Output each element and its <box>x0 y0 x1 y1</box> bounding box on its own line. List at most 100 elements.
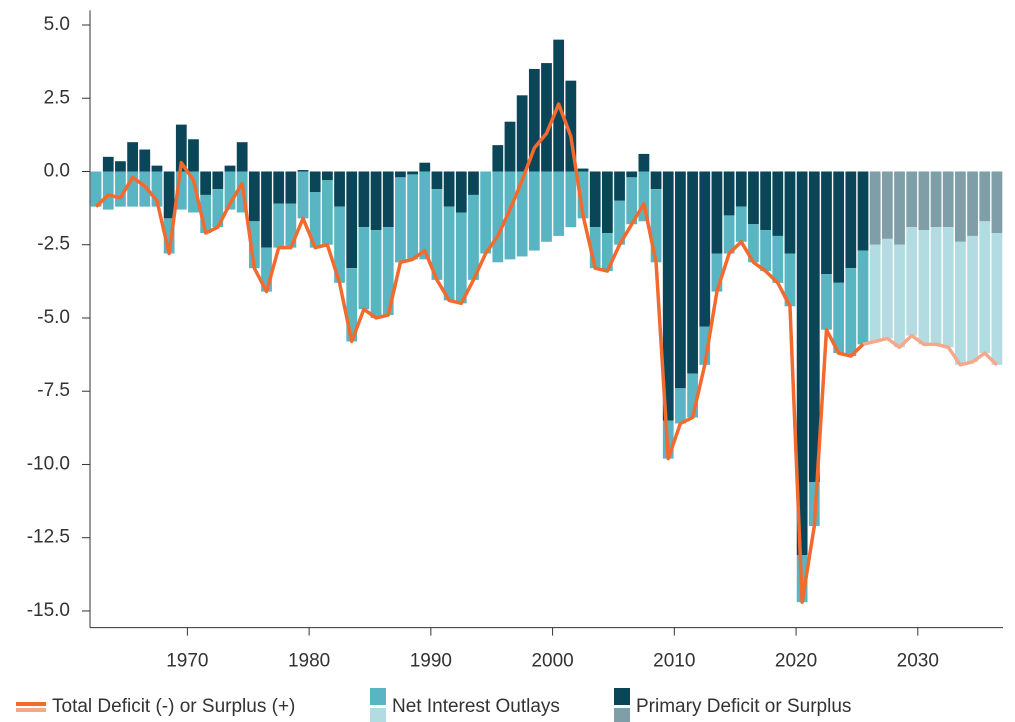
bar-segment <box>541 63 552 172</box>
bar-segment <box>261 247 272 292</box>
bar-segment <box>188 171 199 213</box>
bar-segment <box>212 171 224 190</box>
x-tick-label: 2020 <box>775 651 817 672</box>
bar-segment <box>395 171 406 178</box>
bar-segment <box>687 171 698 374</box>
bar-segment <box>881 238 893 339</box>
bar-segment <box>504 171 516 260</box>
bar-segment <box>735 206 747 242</box>
bar-segment <box>833 282 845 354</box>
bar-segment <box>443 206 455 301</box>
total-line <box>874 333 999 367</box>
bar-segment <box>309 191 321 248</box>
bar-segment <box>662 171 674 421</box>
bar-segment <box>553 171 565 236</box>
legend-label: Total Deficit (-) or Surplus (+) <box>52 696 295 717</box>
x-tick-label: 2000 <box>531 651 573 672</box>
bar-segment <box>151 165 163 172</box>
bar-segment <box>139 171 151 207</box>
bar-segment <box>808 171 820 483</box>
bar-segment <box>261 171 272 248</box>
bar-segment <box>188 139 199 172</box>
y-tick-label: -15.0 <box>27 600 70 621</box>
bar-segment <box>115 171 126 207</box>
bar-segment <box>309 171 321 192</box>
y-tick-label: 0.0 <box>44 161 70 182</box>
bar-segment <box>845 268 857 357</box>
bar-segment <box>942 171 954 228</box>
bar-segment <box>601 233 613 272</box>
bar-segment <box>516 95 528 172</box>
bar-segment <box>468 194 479 280</box>
bar-segment <box>248 171 260 222</box>
bar-segment <box>90 171 102 207</box>
bar-segment <box>735 171 747 207</box>
legend-label: Net Interest Outlays <box>392 696 560 717</box>
bar-segment <box>431 171 443 190</box>
bar-segment <box>784 253 796 307</box>
bar-segment <box>346 171 358 269</box>
legend-swatch <box>614 688 630 705</box>
bar-segment <box>796 171 808 556</box>
bar-segment <box>358 227 370 310</box>
y-tick-label: -7.5 <box>37 380 70 401</box>
bar-segment <box>906 171 918 228</box>
bar-segment <box>382 227 394 316</box>
bar-segment <box>723 171 735 216</box>
x-tick-label: 2010 <box>653 651 695 672</box>
bar-segment <box>455 171 467 213</box>
bar-segment <box>321 180 333 245</box>
legend-label: Primary Deficit or Surplus <box>636 696 851 717</box>
bar-segment <box>407 171 418 175</box>
bar-segment <box>224 165 236 172</box>
total-line <box>94 102 865 604</box>
bar-segment <box>833 171 845 283</box>
bar-segment <box>577 171 589 219</box>
bar-segment <box>139 149 151 172</box>
bar-segment <box>979 171 991 222</box>
bar-segment <box>699 171 711 327</box>
bar-segment <box>163 171 175 219</box>
y-tick-label: -12.5 <box>27 527 70 548</box>
bar-segment <box>930 227 942 345</box>
bar-segment <box>991 171 1003 234</box>
bar-segment <box>151 171 163 207</box>
bar-segment <box>455 212 467 304</box>
bar-segment <box>528 171 540 251</box>
bar-segment <box>273 171 285 204</box>
bar-segment <box>711 253 723 292</box>
bar-segment <box>821 171 832 275</box>
bar-segment <box>955 171 966 242</box>
bar-segment <box>626 177 638 225</box>
bar-segment <box>869 244 881 342</box>
bar-segment <box>468 171 479 195</box>
bar-segment <box>443 171 455 207</box>
bar-segment <box>687 373 698 418</box>
y-tick-label: 5.0 <box>44 14 70 35</box>
y-tick-label: -10.0 <box>27 453 70 474</box>
y-tick-label: -5.0 <box>37 307 70 328</box>
bar-segment <box>504 121 516 172</box>
bar-segment <box>760 171 772 231</box>
bar-segment <box>930 171 942 228</box>
bar-segment <box>601 171 613 234</box>
bar-segment <box>565 80 577 172</box>
bar-segment <box>589 171 601 228</box>
bar-segment <box>942 227 954 348</box>
bar-segment <box>918 230 930 345</box>
x-tick-label: 1990 <box>410 651 452 672</box>
bar-segment <box>163 218 175 254</box>
bar-segment <box>784 171 796 254</box>
legend-swatch <box>614 708 630 722</box>
bar-segment <box>370 230 382 318</box>
bar-segment <box>626 171 638 178</box>
bar-segment <box>821 274 832 330</box>
bar-segment <box>200 171 212 195</box>
y-tick-label: 2.5 <box>44 87 70 108</box>
bar-segment <box>419 171 431 260</box>
bar-segment <box>321 171 333 181</box>
bar-segment <box>297 171 309 219</box>
bar-segment <box>480 171 492 254</box>
bar-segment <box>528 68 540 172</box>
